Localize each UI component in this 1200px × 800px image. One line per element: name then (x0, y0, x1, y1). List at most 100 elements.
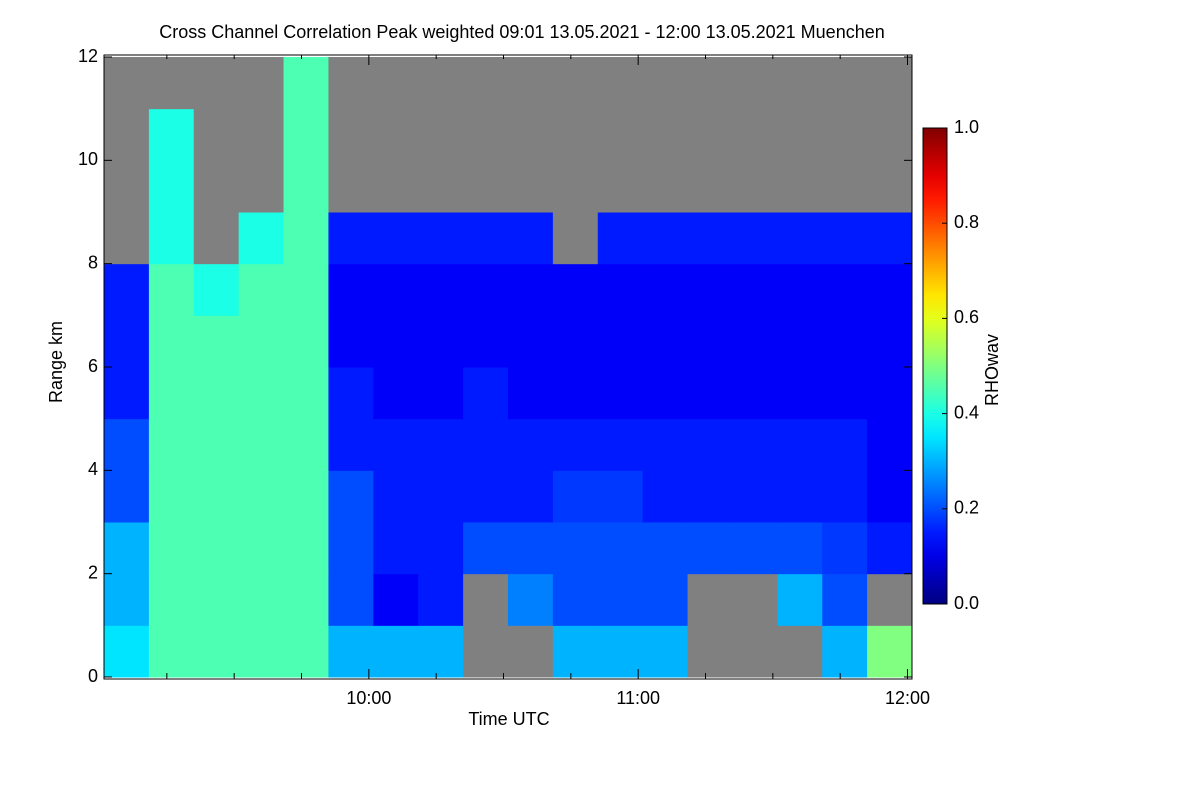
heatmap-cell (687, 212, 733, 265)
heatmap-cell (328, 522, 374, 575)
heatmap-cell (238, 418, 285, 471)
heatmap-cell (552, 470, 599, 523)
heatmap-cell (732, 625, 778, 678)
y-tick-label: 4 (88, 459, 98, 479)
heatmap-cell (283, 57, 329, 110)
heatmap-cell (777, 263, 823, 316)
heatmap-cell (193, 212, 240, 265)
heatmap-cell (777, 212, 823, 265)
heatmap-cell (373, 470, 419, 523)
heatmap-cell (552, 367, 599, 420)
heatmap-cell (687, 367, 733, 420)
heatmap-cell (418, 418, 464, 471)
heatmap-cell (777, 160, 823, 213)
y-tick-label: 6 (88, 356, 98, 376)
heatmap-cell (193, 315, 240, 368)
y-tick-label: 0 (88, 666, 98, 686)
heatmap-cell (867, 108, 913, 161)
heatmap-cell (193, 108, 240, 161)
heatmap-cell (373, 57, 419, 110)
heatmap-cell (597, 625, 644, 678)
heatmap-cell (283, 263, 329, 316)
heatmap-cell (193, 573, 240, 626)
heatmap-cell (508, 367, 554, 420)
heatmap-cell (328, 315, 374, 368)
heatmap-cell (508, 625, 554, 678)
heatmap-cell (193, 160, 240, 213)
heatmap-cell (642, 470, 689, 523)
heatmap-cell (597, 160, 644, 213)
heatmap-cell (552, 57, 599, 110)
heatmap-cell (597, 470, 644, 523)
y-tick-label: 12 (78, 46, 98, 66)
heatmap-cell (328, 367, 374, 420)
heatmap-cell (867, 625, 913, 678)
heatmap-cell (822, 212, 868, 265)
heatmap-cell (328, 263, 374, 316)
heatmap-cell (373, 367, 419, 420)
heatmap-cell (283, 108, 329, 161)
y-tick-label: 10 (78, 149, 98, 169)
heatmap-cell (148, 470, 195, 523)
heatmap-cell (148, 212, 195, 265)
heatmap-cell (148, 160, 195, 213)
heatmap-cell (777, 108, 823, 161)
heatmap-cell (418, 57, 464, 110)
heatmap-cell (732, 212, 778, 265)
heatmap-cell (373, 522, 419, 575)
heatmap-cell (822, 522, 868, 575)
heatmap-cell (597, 418, 644, 471)
heatmap-cell (822, 573, 868, 626)
heatmap-cell (193, 418, 240, 471)
heatmap-cell (777, 315, 823, 368)
heatmap-cell (418, 263, 464, 316)
heatmap-cell (238, 108, 285, 161)
heatmap-cell (508, 418, 554, 471)
heatmap-cell (148, 315, 195, 368)
heatmap-cell (373, 212, 419, 265)
heatmap-cell (822, 263, 868, 316)
heatmap-cell (283, 522, 329, 575)
heatmap-cell (552, 573, 599, 626)
x-axis-label: Time UTC (468, 709, 549, 729)
heatmap-cell (867, 263, 913, 316)
heatmap-cell (642, 367, 689, 420)
heatmap-cell (687, 418, 733, 471)
heatmap-cell (732, 418, 778, 471)
heatmap-cell (687, 470, 733, 523)
heatmap-cell (508, 315, 554, 368)
heatmap-cell (822, 418, 868, 471)
colorbar-tick-label: 0.8 (954, 212, 979, 232)
heatmap-cell (373, 160, 419, 213)
heatmap-cell (687, 57, 733, 110)
heatmap-cell (463, 470, 509, 523)
heatmap-cell (283, 625, 329, 678)
heatmap-cell (238, 263, 285, 316)
colorbar-tick-label: 0.6 (954, 307, 979, 327)
heatmap-cell (867, 160, 913, 213)
heatmap-cell (508, 212, 554, 265)
heatmap-cell (732, 522, 778, 575)
heatmap-cell (597, 367, 644, 420)
colorbar (922, 127, 948, 605)
heatmap-cell (328, 573, 374, 626)
heatmap-cell (328, 625, 374, 678)
heatmap-cell (148, 367, 195, 420)
heatmap-cell (328, 108, 374, 161)
heatmap-cell (418, 367, 464, 420)
heatmap-cell (822, 367, 868, 420)
heatmap-cell (508, 573, 554, 626)
heatmap-cell (418, 108, 464, 161)
heatmap-cell (867, 57, 913, 110)
heatmap-cell (283, 573, 329, 626)
heatmap-cell (283, 212, 329, 265)
heatmap-cell (777, 470, 823, 523)
heatmap-cell (418, 470, 464, 523)
heatmap-cell (597, 573, 644, 626)
heatmap-cell (867, 522, 913, 575)
heatmap-cell (283, 418, 329, 471)
heatmap-cell (373, 418, 419, 471)
heatmap-cell (732, 108, 778, 161)
heatmap-cell (867, 573, 913, 626)
